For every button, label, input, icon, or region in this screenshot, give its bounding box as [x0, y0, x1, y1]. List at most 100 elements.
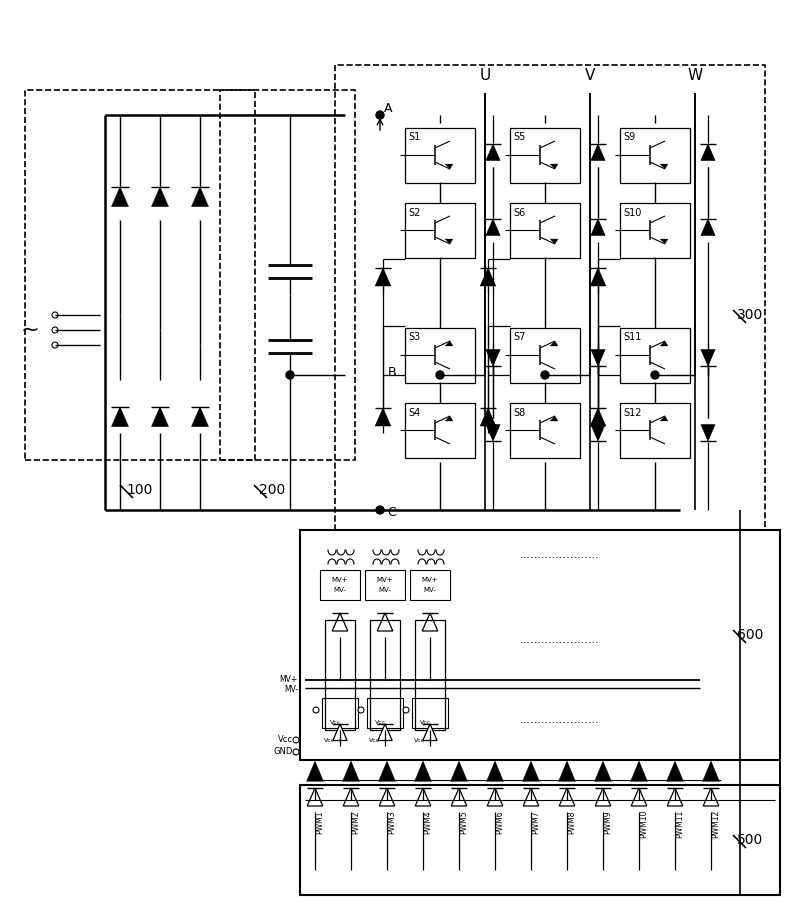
Polygon shape [594, 761, 611, 782]
Text: V: V [585, 67, 595, 83]
Polygon shape [523, 788, 539, 806]
Text: S8: S8 [513, 408, 526, 418]
Text: PWM6: PWM6 [495, 810, 504, 834]
Polygon shape [333, 724, 347, 741]
Text: S10: S10 [623, 207, 642, 217]
Bar [220, 90, 355, 460]
Text: MV-: MV- [378, 587, 391, 593]
Bar [25, 90, 255, 460]
Bar [510, 203, 580, 258]
Polygon shape [703, 788, 718, 806]
Polygon shape [591, 219, 605, 236]
Polygon shape [590, 408, 606, 426]
Polygon shape [332, 613, 348, 631]
Bar [405, 127, 475, 183]
Text: S4: S4 [408, 408, 420, 418]
Text: PWM3: PWM3 [387, 810, 396, 834]
Polygon shape [480, 408, 496, 426]
Text: MV+: MV+ [332, 577, 348, 583]
Text: 600: 600 [737, 628, 763, 642]
Bar [335, 65, 765, 530]
Circle shape [52, 327, 58, 333]
Polygon shape [486, 424, 500, 441]
Polygon shape [701, 349, 715, 366]
Polygon shape [486, 761, 503, 782]
Text: PWM1: PWM1 [315, 810, 324, 834]
Polygon shape [487, 788, 503, 806]
Polygon shape [451, 788, 467, 806]
Text: S6: S6 [513, 207, 526, 217]
Text: PWM4: PWM4 [423, 810, 432, 834]
Text: S7: S7 [513, 332, 526, 342]
Polygon shape [591, 144, 605, 160]
Polygon shape [702, 761, 719, 782]
Polygon shape [375, 408, 391, 426]
Text: 200: 200 [259, 483, 285, 497]
Text: MV+: MV+ [377, 577, 394, 583]
Circle shape [52, 312, 58, 318]
Text: S3: S3 [408, 332, 420, 342]
Bar [367, 698, 403, 728]
Text: MV+: MV+ [280, 675, 298, 684]
Polygon shape [480, 268, 496, 286]
Bar [405, 203, 475, 258]
Polygon shape [660, 416, 668, 421]
Polygon shape [660, 239, 668, 244]
Polygon shape [486, 349, 500, 366]
Text: MV-: MV- [284, 685, 298, 694]
Text: Vcc: Vcc [324, 737, 336, 743]
Polygon shape [306, 761, 323, 782]
Polygon shape [660, 164, 668, 169]
Text: PWM8: PWM8 [567, 810, 576, 834]
Polygon shape [631, 788, 646, 806]
Text: PWM9: PWM9 [603, 810, 612, 834]
Polygon shape [660, 341, 668, 346]
Text: 300: 300 [737, 308, 763, 322]
Text: S2: S2 [408, 207, 420, 217]
Bar [300, 785, 780, 895]
Polygon shape [590, 268, 606, 286]
Polygon shape [550, 164, 558, 169]
Text: S9: S9 [623, 133, 635, 143]
Circle shape [651, 371, 659, 379]
Text: PWM10: PWM10 [639, 810, 648, 838]
Text: Vcc: Vcc [420, 720, 431, 724]
Polygon shape [445, 416, 453, 421]
Circle shape [286, 371, 294, 379]
Polygon shape [307, 788, 323, 806]
Polygon shape [486, 144, 500, 160]
Text: MV-: MV- [423, 587, 437, 593]
Text: PWM11: PWM11 [675, 810, 684, 838]
Polygon shape [550, 239, 558, 244]
Circle shape [52, 342, 58, 348]
Text: MV+: MV+ [422, 577, 438, 583]
Polygon shape [591, 424, 605, 441]
Polygon shape [445, 341, 453, 346]
Polygon shape [630, 761, 647, 782]
Polygon shape [667, 788, 682, 806]
Text: S12: S12 [623, 408, 642, 418]
Text: MV-: MV- [334, 587, 346, 593]
Polygon shape [111, 187, 129, 207]
Circle shape [541, 371, 549, 379]
Circle shape [436, 371, 444, 379]
Text: B: B [388, 366, 396, 379]
Circle shape [313, 707, 319, 713]
Polygon shape [445, 239, 453, 244]
Polygon shape [343, 788, 358, 806]
Text: ~: ~ [21, 320, 39, 340]
Text: Vcc: Vcc [330, 720, 342, 724]
Text: A: A [384, 102, 392, 115]
Polygon shape [486, 219, 500, 236]
Bar [415, 620, 445, 730]
Bar [322, 698, 358, 728]
Bar [365, 570, 405, 600]
Circle shape [376, 506, 384, 514]
Polygon shape [375, 268, 391, 286]
Text: PWM5: PWM5 [459, 810, 468, 834]
Text: Vcc: Vcc [414, 737, 426, 743]
Bar [620, 328, 690, 382]
Bar [510, 127, 580, 183]
Text: PWM12: PWM12 [711, 810, 720, 838]
Circle shape [403, 707, 409, 713]
